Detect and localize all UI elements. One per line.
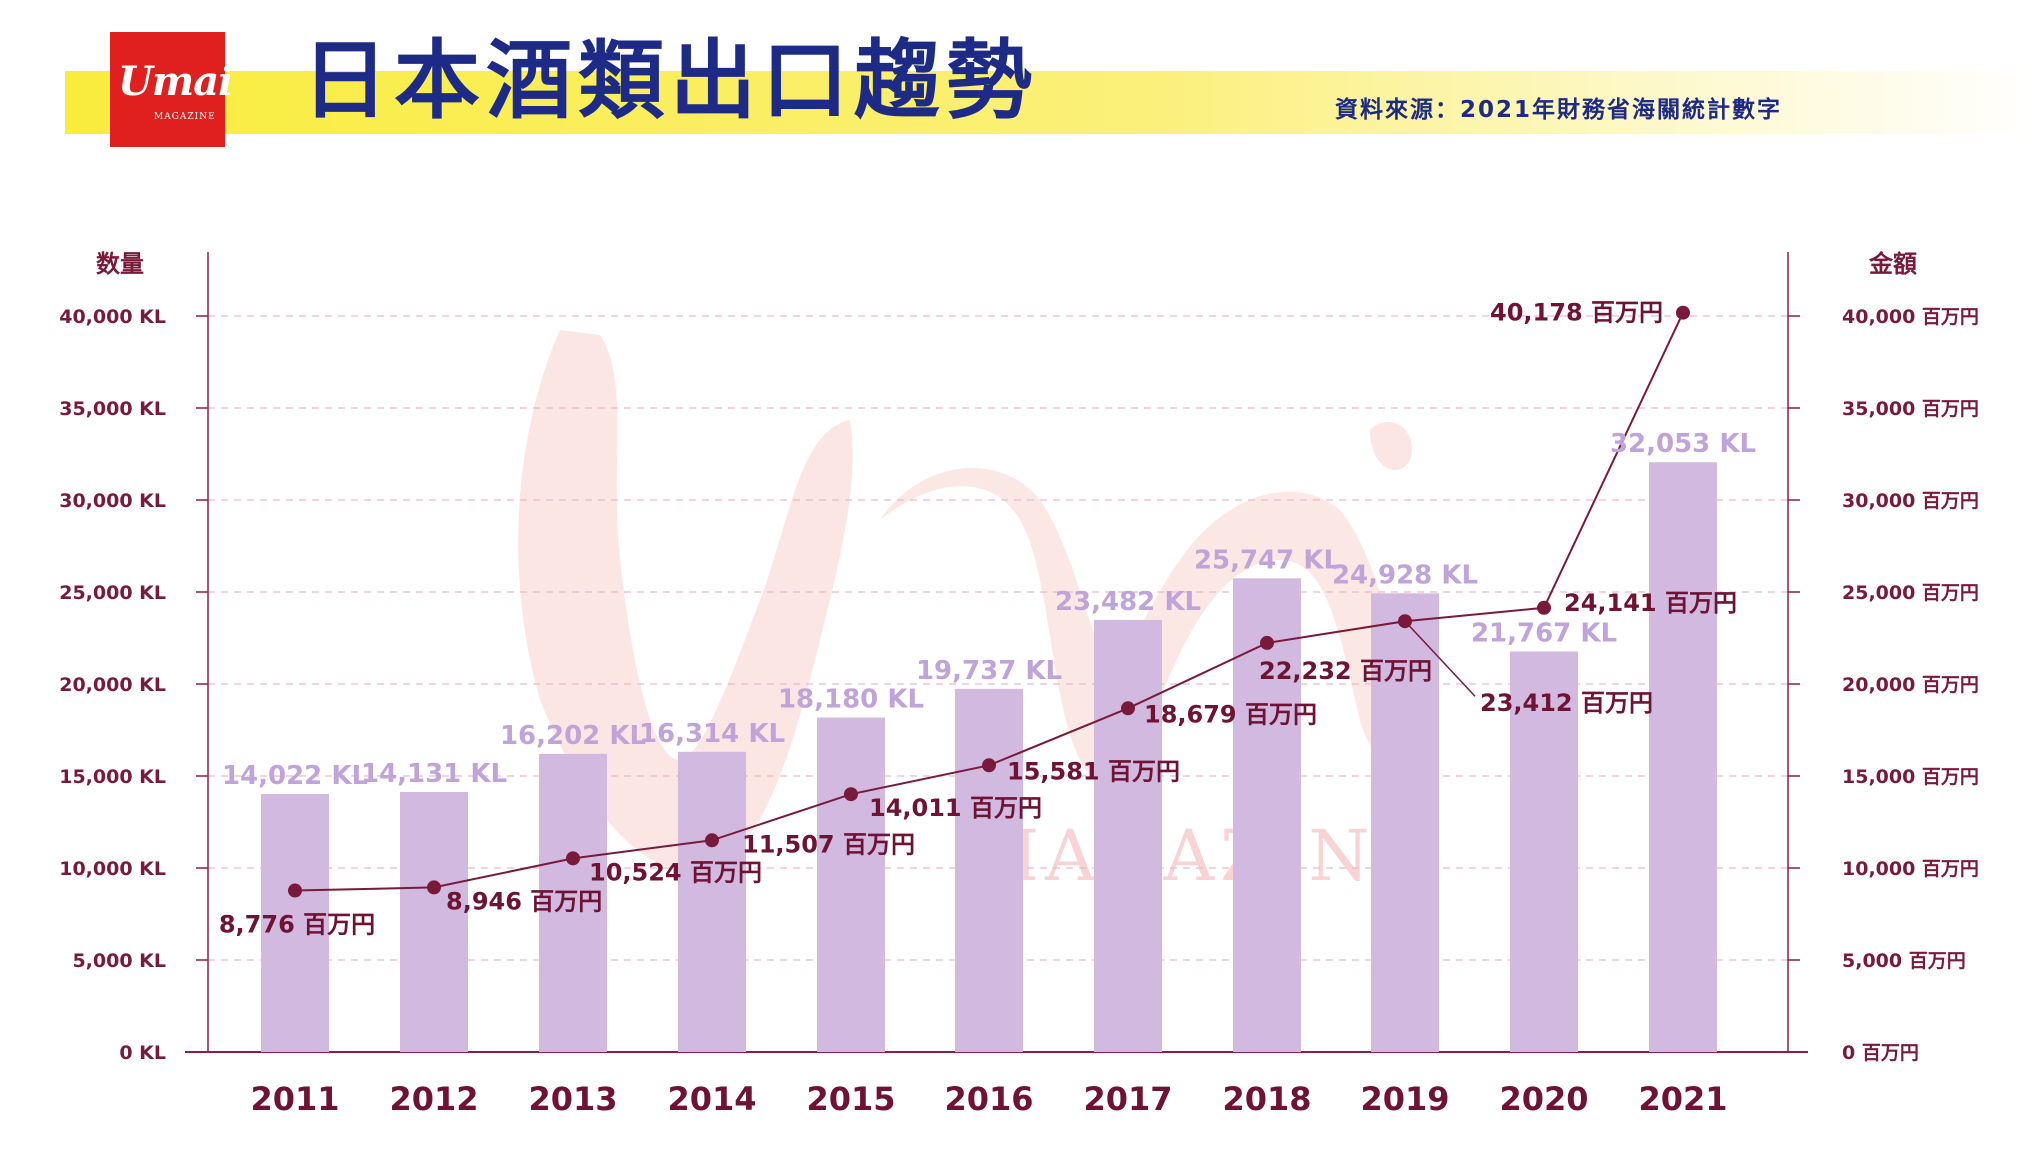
- line-point: [566, 851, 580, 866]
- bar: [539, 753, 607, 1052]
- bar: [1649, 462, 1717, 1052]
- right-tick-label: 40,000 百万円: [1842, 306, 1979, 328]
- bar-value-label: 25,747 KL: [1194, 545, 1340, 575]
- bar: [817, 717, 885, 1052]
- right-tick-label: 10,000 百万円: [1842, 858, 1979, 880]
- bar-value-label: 19,737 KL: [916, 656, 1062, 686]
- bar: [261, 793, 329, 1052]
- line-value-label: 8,946 百万円: [446, 887, 602, 915]
- bar: [678, 751, 746, 1052]
- line-value-label: 10,524 百万円: [589, 858, 762, 886]
- x-tick-label: 2018: [1222, 1080, 1311, 1118]
- right-tick-label: 25,000 百万円: [1842, 582, 1979, 604]
- right-tick-label: 15,000 百万円: [1842, 766, 1979, 788]
- bar: [1233, 578, 1301, 1052]
- bar-value-label: 16,202 KL: [500, 721, 646, 751]
- x-tick-label: 2020: [1499, 1080, 1588, 1118]
- right-tick-label: 0 百万円: [1842, 1042, 1919, 1064]
- bar-value-label: 32,053 KL: [1610, 429, 1756, 459]
- line-value-label: 18,679 百万円: [1144, 700, 1317, 728]
- bar: [1510, 651, 1578, 1052]
- x-tick-label: 2014: [667, 1080, 756, 1118]
- bar-value-label: 18,180 KL: [778, 684, 924, 714]
- line-point: [982, 758, 996, 773]
- line-point: [705, 833, 719, 848]
- bar-value-label: 14,131 KL: [361, 759, 507, 789]
- right-tick-label: 5,000 百万円: [1842, 950, 1966, 972]
- right-axis-title: 金額: [1868, 250, 1917, 278]
- right-tick-label: 20,000 百万円: [1842, 674, 1979, 696]
- left-tick-label: 30,000 KL: [59, 490, 166, 512]
- page-title: 日本酒類出口趨勢: [302, 31, 1038, 131]
- left-tick-label: 25,000 KL: [59, 582, 166, 604]
- x-tick-label: 2016: [944, 1080, 1033, 1118]
- bar: [1371, 593, 1439, 1052]
- bar-series: [261, 462, 1717, 1052]
- leader-line: [1404, 620, 1476, 697]
- left-axis-title: 数量: [96, 250, 144, 278]
- source-note: 資料來源：2021年財務省海關統計數字: [1335, 97, 1783, 123]
- bar: [400, 791, 468, 1052]
- bar-value-label: 24,928 KL: [1332, 560, 1478, 590]
- x-tick-label: 2021: [1638, 1080, 1727, 1118]
- line-point: [427, 880, 441, 895]
- line-point: [1676, 305, 1690, 320]
- x-tick-label: 2011: [250, 1080, 339, 1118]
- watermark-text: MAGAZINE: [967, 815, 1432, 897]
- left-tick-label: 20,000 KL: [59, 674, 166, 696]
- line-value-label: 22,232 百万円: [1259, 657, 1432, 685]
- x-tick-label: 2012: [389, 1080, 478, 1118]
- bar: [955, 688, 1023, 1052]
- x-tick-label: 2019: [1360, 1080, 1449, 1118]
- left-tick-label: 40,000 KL: [59, 306, 166, 328]
- line-point: [1537, 600, 1551, 615]
- umai-logo: Umai MAGAZINE: [110, 32, 233, 147]
- left-tick-label: 0 KL: [119, 1042, 166, 1064]
- right-tick-label: 30,000 百万円: [1842, 490, 1979, 512]
- bar: [1094, 619, 1162, 1052]
- line-value-label: 14,011 百万円: [869, 794, 1042, 822]
- line-value-label: 23,412 百万円: [1480, 689, 1653, 717]
- bar-value-label: 23,482 KL: [1055, 587, 1201, 617]
- chart-labels: 0 KL 0 百万円 5,000 KL 5,000 百万円 10,000 KL 10,00…: [59, 299, 1979, 1118]
- left-tick-label: 10,000 KL: [59, 858, 166, 880]
- line-value-label: 15,581 百万円: [1007, 757, 1180, 785]
- bar-value-label: 21,767 KL: [1471, 618, 1617, 648]
- right-tick-label: 35,000 百万円: [1842, 398, 1979, 420]
- line-value-label: 11,507 百万円: [742, 830, 915, 858]
- x-tick-label: 2017: [1083, 1080, 1172, 1118]
- line-point: [1121, 701, 1135, 716]
- line-value-label: 8,776 百万円: [219, 911, 375, 939]
- left-tick-label: 15,000 KL: [59, 766, 166, 788]
- line-series: [288, 305, 1690, 898]
- line-value-label: 40,178 百万円: [1490, 299, 1663, 327]
- line-value-label: 24,141 百万円: [1564, 589, 1737, 617]
- header-band: [65, 71, 2038, 134]
- left-tick-label: 5,000 KL: [72, 950, 166, 972]
- x-tick-label: 2015: [806, 1080, 895, 1118]
- left-tick-label: 35,000 KL: [59, 398, 166, 420]
- logo-text: Umai: [118, 58, 233, 105]
- bar-value-label: 16,314 KL: [639, 719, 785, 749]
- logo-subtext: MAGAZINE: [154, 112, 216, 122]
- x-tick-label: 2013: [528, 1080, 617, 1118]
- line-point: [288, 883, 302, 898]
- line-point: [844, 787, 858, 802]
- bar-value-label: 14,022 KL: [222, 761, 368, 791]
- line-point: [1260, 635, 1274, 650]
